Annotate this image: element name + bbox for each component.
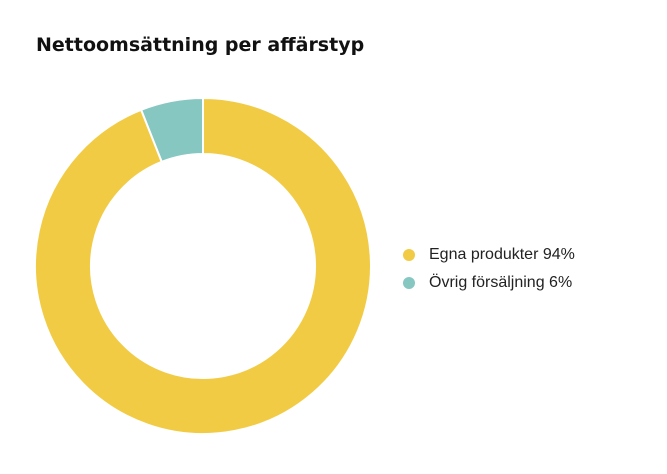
legend-swatch-egna-produkter (403, 249, 415, 261)
legend-item-egna-produkter: Egna produkter 94% (403, 241, 575, 269)
legend-item-ovrig-forsaljning: Övrig försäljning 6% (403, 269, 575, 297)
donut-slice-ovrig-forsaljning (139, 96, 204, 164)
donut-slice-egna-produkter (34, 96, 372, 435)
chart-title: Nettoomsättning per affärstyp (36, 34, 365, 56)
legend-swatch-ovrig-forsaljning (403, 277, 415, 289)
legend-label-egna-produkter: Egna produkter 94% (429, 246, 575, 263)
legend: Egna produkter 94% Övrig försäljning 6% (403, 241, 575, 297)
legend-label-ovrig-forsaljning: Övrig försäljning 6% (429, 274, 573, 291)
